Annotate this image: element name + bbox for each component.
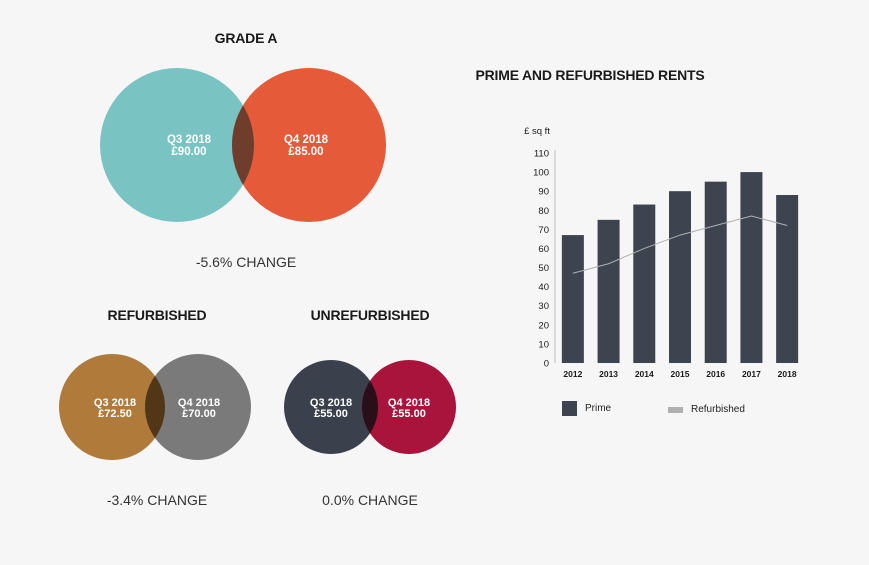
- unrefurbished-heading: UNREFURBISHED: [310, 307, 430, 323]
- refurbished-heading: REFURBISHED: [107, 307, 207, 323]
- x-tick-label-2015: 2015: [671, 369, 690, 379]
- grade-a-q4-period: Q4 2018: [284, 134, 329, 146]
- x-tick-label-2014: 2014: [635, 369, 654, 379]
- grade-a-q3-value: £90.00: [171, 146, 206, 158]
- grade-a-heading: GRADE A: [214, 30, 278, 46]
- refurbished-q3-period: Q3 2018: [94, 397, 136, 409]
- legend-refurbished: Refurbished: [668, 404, 745, 415]
- legend-refurbished-swatch: [668, 406, 683, 413]
- unrefurbished-q3-circle: [284, 360, 378, 454]
- prime-bar-2013: [597, 219, 620, 363]
- y-tick-label: 110: [534, 149, 549, 160]
- unrefurbished-q4-value: £55.00: [392, 408, 426, 420]
- refurbished-line: [572, 215, 788, 274]
- unrefurbished-q4-circle: [362, 360, 456, 454]
- y-tick-label: 30: [538, 301, 549, 312]
- prime-bar-2014: [633, 204, 656, 363]
- grade-a-venn: Q3 2018 £90.00 Q4 2018 £85.00: [100, 68, 386, 222]
- y-tick-label: 10: [538, 339, 549, 350]
- prime-bar-2015: [669, 191, 691, 363]
- prime-bar-2012: [561, 235, 584, 363]
- refurbished-q3-value: £72.50: [98, 408, 132, 420]
- y-tick-label: 40: [538, 282, 549, 293]
- x-tick-label-2013: 2013: [599, 369, 618, 379]
- unrefurbished-q4-period: Q4 2018: [388, 397, 430, 409]
- x-tick-label-2012: 2012: [563, 369, 582, 379]
- refurbished-q4-period: Q4 2018: [178, 397, 220, 409]
- legend-prime: Prime: [562, 401, 611, 416]
- legend-prime-swatch: [562, 401, 577, 416]
- refurbished-q3-circle: [59, 354, 165, 460]
- legend-prime-label: Prime: [585, 403, 612, 414]
- refurbished-q4-value: £70.00: [182, 408, 216, 420]
- unrefurbished-change: 0.0% CHANGE: [322, 492, 418, 508]
- unrefurbished-q3-value: £55.00: [314, 408, 348, 420]
- refurbished-venn: Q3 2018 £72.50 Q4 2018 £70.00: [59, 354, 251, 460]
- prime-bar-2018: [776, 195, 799, 363]
- grade-a-q3-period: Q3 2018: [167, 134, 212, 146]
- x-tick-label-2017: 2017: [742, 369, 761, 379]
- grade-a-q3-circle: [100, 68, 254, 222]
- y-axis-unit-label: £ sq ft: [524, 126, 550, 137]
- y-tick-label: 70: [538, 225, 549, 236]
- prime-bar-2016: [704, 181, 727, 363]
- y-tick-label: 50: [538, 263, 549, 274]
- unrefurbished-venn: Q3 2018 £55.00 Q4 2018 £55.00: [284, 360, 456, 454]
- refurbished-change: -3.4% CHANGE: [106, 492, 208, 508]
- legend-refurbished-label: Refurbished: [691, 404, 745, 415]
- grade-a-change: -5.6% CHANGE: [195, 254, 297, 270]
- prime-bar-2017: [740, 172, 763, 363]
- grade-a-q4-circle: [232, 68, 386, 222]
- y-tick-label: 100: [533, 168, 549, 179]
- x-tick-label-2016: 2016: [706, 369, 725, 379]
- x-tick-label-2018: 2018: [778, 369, 797, 379]
- grade-a-q4-value: £85.00: [288, 146, 323, 158]
- refurbished-q4-circle: [145, 354, 251, 460]
- chart-title: PRIME AND REFURBISHED RENTS: [475, 67, 705, 83]
- y-tick-label: 80: [538, 206, 549, 217]
- y-tick-label: 60: [538, 244, 549, 255]
- rent-chart: £ sq ft 0 10 20 30 40 50 60 70 80 90 100 110 2012 20…: [524, 126, 799, 379]
- y-tick-label: 90: [538, 187, 549, 198]
- y-tick-label: 0: [544, 359, 549, 370]
- y-tick-label: 20: [538, 320, 549, 331]
- unrefurbished-q3-period: Q3 2018: [310, 397, 352, 409]
